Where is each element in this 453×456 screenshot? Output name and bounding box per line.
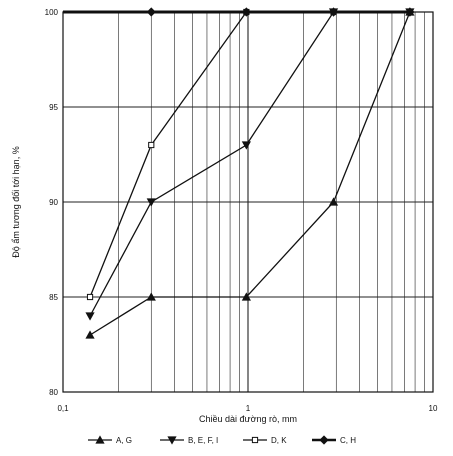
- series-line: [89, 11, 411, 336]
- legend-marker: [251, 436, 259, 444]
- data-point: [241, 292, 251, 301]
- series-line: [89, 11, 410, 317]
- legend-marker: [95, 435, 105, 444]
- plot-frame: [62, 11, 434, 393]
- y-tick-label: 95: [49, 103, 58, 112]
- legend-label: C, H: [340, 436, 356, 445]
- x-tick-label: 1: [246, 404, 251, 413]
- legend: A, G B, E, F, I D, K C, H: [88, 435, 356, 445]
- series-1: [85, 7, 415, 339]
- legend-marker: [319, 435, 329, 445]
- data-point: [85, 312, 95, 321]
- legend-label: B, E, F, I: [188, 436, 218, 445]
- series-line: [89, 11, 410, 298]
- legend-entry: D, K: [243, 436, 287, 445]
- data-point: [85, 330, 95, 339]
- series-2: [85, 8, 415, 321]
- y-tick-label: 90: [49, 198, 58, 207]
- legend-label: D, K: [271, 436, 287, 445]
- series-layer: [63, 7, 415, 339]
- legend-entry: B, E, F, I: [160, 436, 218, 445]
- y-tick-label: 100: [45, 8, 59, 17]
- data-point: [146, 198, 156, 207]
- grid: [63, 12, 433, 392]
- x-axis-title: Chiều dài đường rò, mm: [199, 414, 297, 424]
- y-tick-label: 80: [49, 388, 58, 397]
- y-axis-title: Độ ẩm tương đối tới hạn, %: [11, 146, 21, 257]
- series-3: [86, 8, 413, 301]
- data-point: [86, 293, 94, 301]
- legend-entry: A, G: [88, 435, 132, 445]
- data-point: [146, 292, 156, 301]
- x-tick-label: 0,1: [57, 404, 69, 413]
- tick-labels: 80 85 90 95 100 0,1 1 10: [45, 8, 438, 413]
- legend-marker: [167, 436, 177, 445]
- y-tick-label: 85: [49, 293, 58, 302]
- legend-label: A, G: [116, 436, 132, 445]
- legend-entry: C, H: [312, 435, 356, 445]
- data-point: [328, 197, 339, 206]
- data-point: [148, 141, 155, 149]
- x-tick-label: 10: [429, 404, 438, 413]
- data-point: [241, 141, 251, 150]
